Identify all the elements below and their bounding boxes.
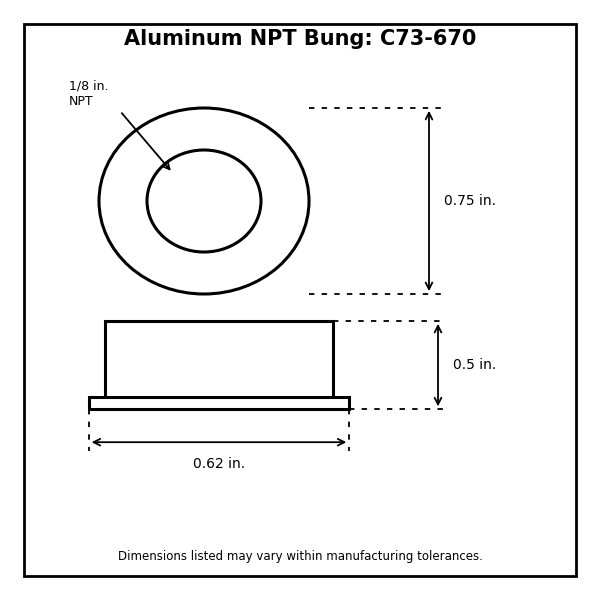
Text: 1/8 in.
NPT: 1/8 in. NPT <box>69 80 109 108</box>
Text: 0.75 in.: 0.75 in. <box>444 194 496 208</box>
FancyBboxPatch shape <box>24 24 576 576</box>
Bar <box>105 321 333 399</box>
Bar <box>89 397 349 409</box>
Text: Dimensions listed may vary within manufacturing tolerances.: Dimensions listed may vary within manufa… <box>118 550 482 563</box>
Text: Aluminum NPT Bung: C73-670: Aluminum NPT Bung: C73-670 <box>124 29 476 49</box>
Text: 0.62 in.: 0.62 in. <box>193 457 245 471</box>
Text: 0.5 in.: 0.5 in. <box>453 358 496 372</box>
